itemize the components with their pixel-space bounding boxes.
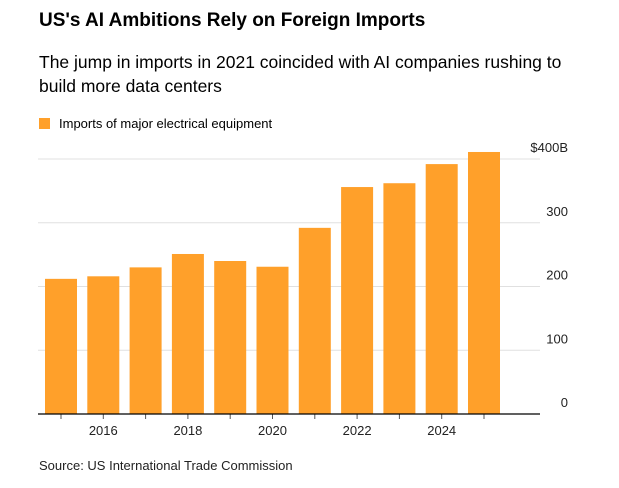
y-tick-label: 200 [546,268,568,283]
x-tick-label: 2024 [427,423,456,438]
bar-2019 [214,261,247,414]
bar-2024 [425,164,458,414]
legend-label: Imports of major electrical equipment [59,116,273,131]
bar-2016 [87,276,120,414]
y-tick-label: 100 [546,331,568,346]
bar-2025 [468,151,500,415]
chart-subtitle: The jump in imports in 2021 coincided wi… [39,52,562,96]
bar-2017 [129,267,162,414]
y-tick-label: 300 [546,204,568,219]
bar-2022 [341,187,374,414]
chart-title: US's AI Ambitions Rely on Foreign Import… [39,10,426,31]
legend-swatch [39,118,50,129]
bar-2023 [383,183,416,414]
y-tick-label: 0 [561,395,568,410]
source-note: Source: US International Trade Commissio… [39,458,293,473]
x-tick-label: 2022 [343,423,372,438]
legend: Imports of major electrical equipment [39,116,272,131]
x-tick-label: 2020 [258,423,287,438]
bar-2020 [256,266,289,414]
x-tick-label: 2018 [173,423,202,438]
bar-2015 [45,278,77,414]
bar-2018 [171,253,204,414]
bar-2021 [298,227,331,414]
y-tick-label: $400B [530,140,568,155]
x-tick-label: 2016 [89,423,118,438]
